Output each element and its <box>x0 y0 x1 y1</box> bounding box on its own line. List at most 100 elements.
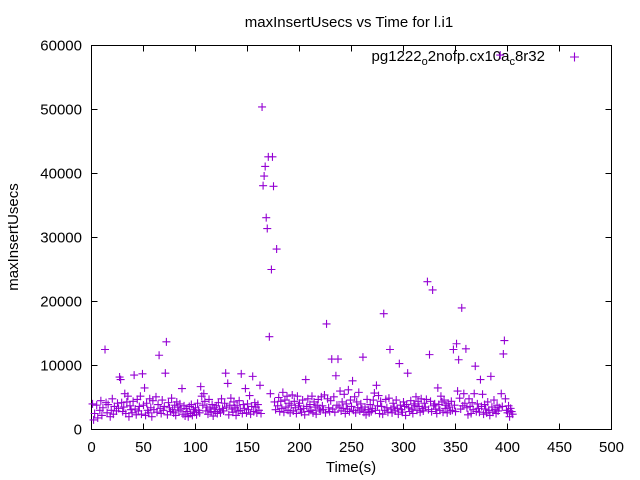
data-point <box>248 372 257 381</box>
data-point <box>301 375 310 384</box>
data-point <box>335 403 344 412</box>
y-tick-label: 0 <box>74 422 82 439</box>
legend-marker <box>570 52 579 62</box>
data-point <box>93 413 102 422</box>
data-point <box>497 389 506 398</box>
data-point <box>113 399 122 408</box>
data-point <box>332 401 341 410</box>
data-point <box>340 390 349 399</box>
data-point <box>274 393 283 402</box>
data-point <box>461 344 470 353</box>
y-tick-label: 30000 <box>40 230 82 247</box>
data-point <box>171 411 180 420</box>
data-point <box>97 411 106 420</box>
data-point <box>305 400 314 409</box>
data-point <box>408 409 417 418</box>
data-point <box>277 404 286 413</box>
data-point <box>428 285 437 294</box>
data-point <box>379 309 388 318</box>
data-point <box>117 398 126 407</box>
data-point <box>303 394 312 403</box>
data-point <box>154 400 163 409</box>
data-point <box>467 409 476 418</box>
data-point <box>430 399 439 408</box>
data-point <box>363 395 372 404</box>
y-tick-label: 20000 <box>40 294 82 311</box>
data-point <box>155 351 164 360</box>
chart-title: maxInsertUsecs vs Time for l.i1 <box>245 14 453 31</box>
y-tick-label: 10000 <box>40 358 82 375</box>
data-point <box>253 400 262 409</box>
data-point <box>501 394 510 403</box>
data-point <box>321 408 330 417</box>
data-point <box>339 404 348 413</box>
data-point <box>366 400 375 409</box>
data-point <box>411 392 420 401</box>
y-tick-label: 50000 <box>40 102 82 119</box>
data-point <box>114 404 123 413</box>
data-point <box>210 403 219 412</box>
data-point <box>423 277 432 286</box>
data-point <box>400 402 409 411</box>
data-point <box>324 403 333 412</box>
data-point <box>409 399 418 408</box>
data-point <box>174 406 183 415</box>
x-tick-label: 300 <box>391 439 416 456</box>
data-point <box>370 389 379 398</box>
data-point <box>356 399 365 408</box>
data-point <box>338 397 347 406</box>
axis-ticks: 0 50 100 150 200 250 300 350 400 450 500 0 10000 2000… <box>40 38 624 457</box>
data-point <box>344 385 353 394</box>
data-point <box>457 303 466 312</box>
data-point <box>394 410 403 419</box>
data-point <box>478 390 487 399</box>
data-point <box>258 102 267 111</box>
data-point <box>427 407 436 416</box>
data-point <box>162 337 171 346</box>
data-point <box>102 398 111 407</box>
x-tick-label: 400 <box>495 439 520 456</box>
data-point <box>503 408 512 417</box>
data-point <box>220 399 229 408</box>
data-point <box>331 371 340 380</box>
data-point <box>187 400 196 409</box>
data-point <box>283 392 292 401</box>
data-point <box>101 345 110 354</box>
data-point <box>151 392 160 401</box>
data-point <box>476 375 485 384</box>
data-point <box>454 355 463 364</box>
data-point <box>245 391 254 400</box>
data-point <box>452 339 461 348</box>
data-point <box>271 405 280 414</box>
data-point <box>376 397 385 406</box>
data-point <box>237 369 246 378</box>
x-tick-label: 200 <box>287 439 312 456</box>
data-point <box>221 369 230 378</box>
data-point <box>345 407 354 416</box>
data-point <box>329 392 338 401</box>
data-point <box>233 401 242 410</box>
data-point <box>500 336 509 345</box>
data-point <box>355 406 364 415</box>
x-tick-label: 50 <box>135 439 152 456</box>
data-point <box>142 399 151 408</box>
data-point <box>207 408 216 417</box>
data-point <box>455 394 464 403</box>
data-point <box>437 397 446 406</box>
data-point <box>205 395 214 404</box>
data-point <box>234 406 243 415</box>
legend: pg1222o2nofp.cx10ac8r32 <box>372 48 579 68</box>
data-point <box>292 409 301 418</box>
data-point <box>460 399 469 408</box>
data-point <box>451 407 460 416</box>
data-point <box>450 401 459 410</box>
data-point <box>470 389 479 398</box>
data-point <box>261 162 270 171</box>
data-point <box>499 349 508 358</box>
data-point <box>263 224 272 233</box>
data-point <box>232 411 241 420</box>
data-point <box>89 415 98 424</box>
data-point <box>193 399 202 408</box>
data-point <box>135 402 144 411</box>
y-tick-label: 40000 <box>40 166 82 183</box>
